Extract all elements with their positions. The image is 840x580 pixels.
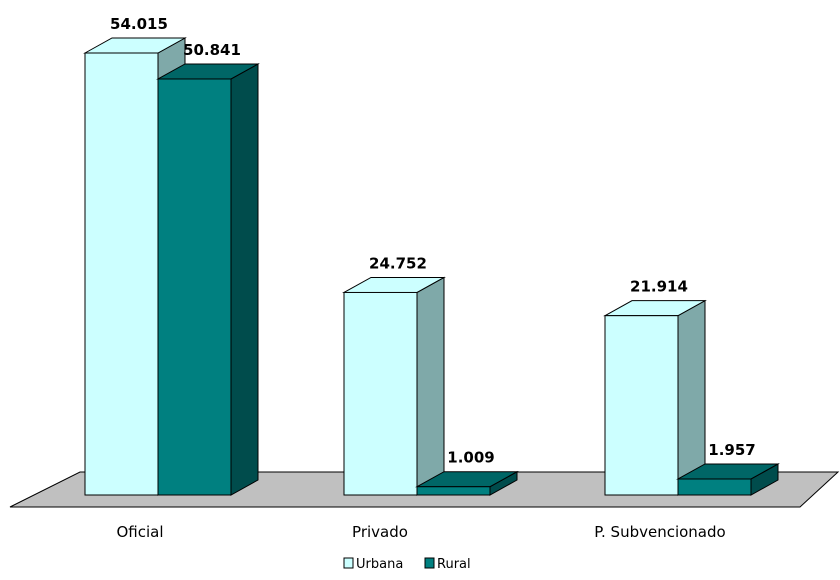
data-label-rural-oficial: 50.841 [183,41,241,59]
bar-urbana-oficial [84,52,159,496]
data-label-rural-p-subvencionado: 1.957 [708,441,755,459]
bar-rural-oficial [157,78,232,496]
legend-swatch-rural [424,557,435,569]
data-label-urbana-oficial: 54.015 [110,15,168,33]
bar-rural-p-subvencionado [677,478,752,496]
category-label-0: Oficial [116,523,163,541]
data-label-urbana-p-subvencionado: 21.914 [630,278,688,296]
legend-label-urbana: Urbana [356,557,403,572]
bar-urbana-p-subvencionado [604,315,679,496]
category-label-1: Privado [352,523,408,541]
data-label-urbana-privado: 24.752 [369,254,427,272]
bar-rural-privado [416,486,491,496]
bar-side-rural-oficial [230,63,259,496]
legend-swatch-urbana [343,557,354,569]
legend-label-rural: Rural [437,557,471,572]
data-label-rural-privado: 1.009 [447,449,494,467]
bar-side-urbana-privado [416,276,445,496]
category-label-2: P. Subvencionado [594,523,725,541]
bar-urbana-privado [343,291,418,496]
